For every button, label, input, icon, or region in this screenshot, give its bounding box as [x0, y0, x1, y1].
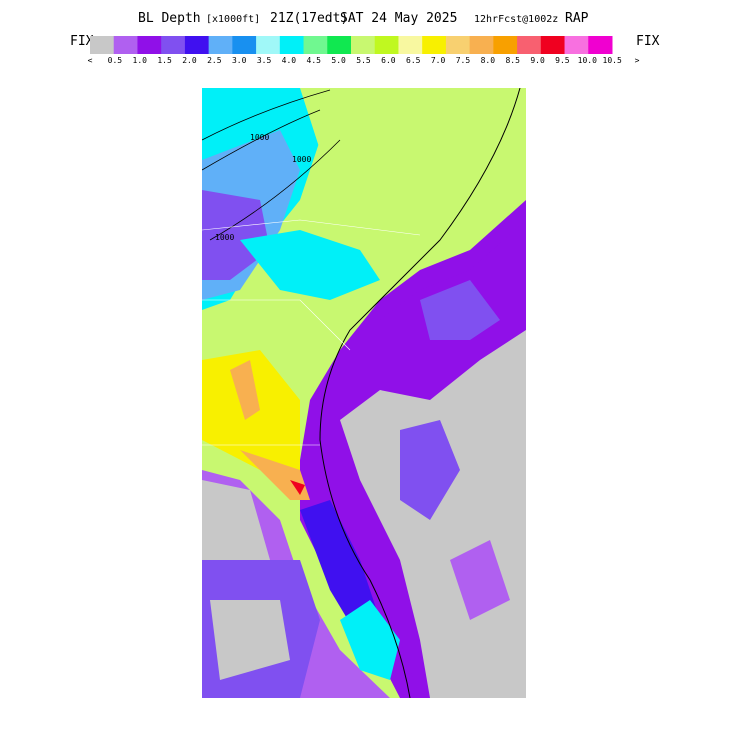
color-swatch: [113, 36, 138, 54]
title-forecast: 12hrFcst@1002z: [474, 14, 558, 25]
color-swatch: [161, 36, 186, 54]
color-swatch: [184, 36, 210, 54]
fix-left: FIX: [70, 34, 94, 49]
colorbar-label: 1.0: [133, 56, 148, 65]
title: BL Depth [x1000ft] 21Z(17edt) SAT 24 May…: [138, 11, 589, 26]
color-swatch: [351, 36, 376, 54]
colorbar-label: 5.5: [356, 56, 371, 65]
colorbar-label: 10.5: [603, 56, 622, 65]
color-swatch: [517, 36, 542, 54]
color-swatch: [422, 36, 447, 54]
colorbar-label: 7.0: [431, 56, 446, 65]
title-field: BL Depth: [138, 11, 201, 26]
colorbar-label: <: [88, 56, 93, 65]
colorbar-label: 10.0: [578, 56, 597, 65]
color-swatch: [90, 36, 115, 54]
colorbar-label: 3.5: [257, 56, 272, 65]
color-swatch: [279, 36, 305, 54]
colorbar-label: 9.0: [530, 56, 545, 65]
color-swatch: [232, 36, 257, 54]
color-swatch: [445, 36, 471, 54]
color-swatch: [588, 36, 613, 54]
map: 1000 1000 1000: [202, 88, 526, 698]
colorbar-label: 3.0: [232, 56, 247, 65]
contour-label: 1000: [250, 133, 269, 142]
color-swatch: [469, 36, 494, 54]
color-swatch: [374, 36, 399, 54]
colorbar-label: 2.5: [207, 56, 222, 65]
title-valid: 21Z(17edt): [270, 11, 348, 26]
color-swatch: [398, 36, 423, 54]
fix-right: FIX: [636, 34, 660, 49]
colorbar-label: 5.0: [331, 56, 346, 65]
colorbar-label: 9.5: [555, 56, 570, 65]
color-swatch: [208, 36, 233, 54]
colorbar-label: >: [635, 56, 640, 65]
contour-label: 1000: [215, 233, 234, 242]
colorbar-label: 6.5: [406, 56, 421, 65]
colorbar: <0.5 1.0 1.5 2.0 2.5 3.0 3.5 4.0 4.5 5.0 5.5 6.0 6.5…: [88, 36, 640, 65]
colorbar-label: 8.0: [481, 56, 496, 65]
colorbar-label: 2.0: [182, 56, 197, 65]
contour-label: 1000: [292, 155, 311, 164]
color-swatch: [564, 36, 589, 54]
color-swatch: [327, 36, 352, 54]
color-swatch: [540, 36, 566, 54]
colorbar-label: 8.5: [505, 56, 520, 65]
color-swatch: [137, 36, 162, 54]
title-date: SAT 24 May 2025: [340, 11, 457, 26]
color-swatch: [303, 36, 328, 54]
colorbar-label: 7.5: [456, 56, 471, 65]
title-model: RAP: [565, 11, 589, 26]
color-swatch: [493, 36, 518, 54]
colorbar-label: 4.5: [307, 56, 322, 65]
colorbar-label: 4.0: [282, 56, 297, 65]
color-swatch: [256, 36, 281, 54]
colorbar-label: 1.5: [157, 56, 172, 65]
title-units: [x1000ft]: [206, 14, 260, 25]
colorbar-label: 6.0: [381, 56, 396, 65]
colorbar-label: 0.5: [108, 56, 123, 65]
